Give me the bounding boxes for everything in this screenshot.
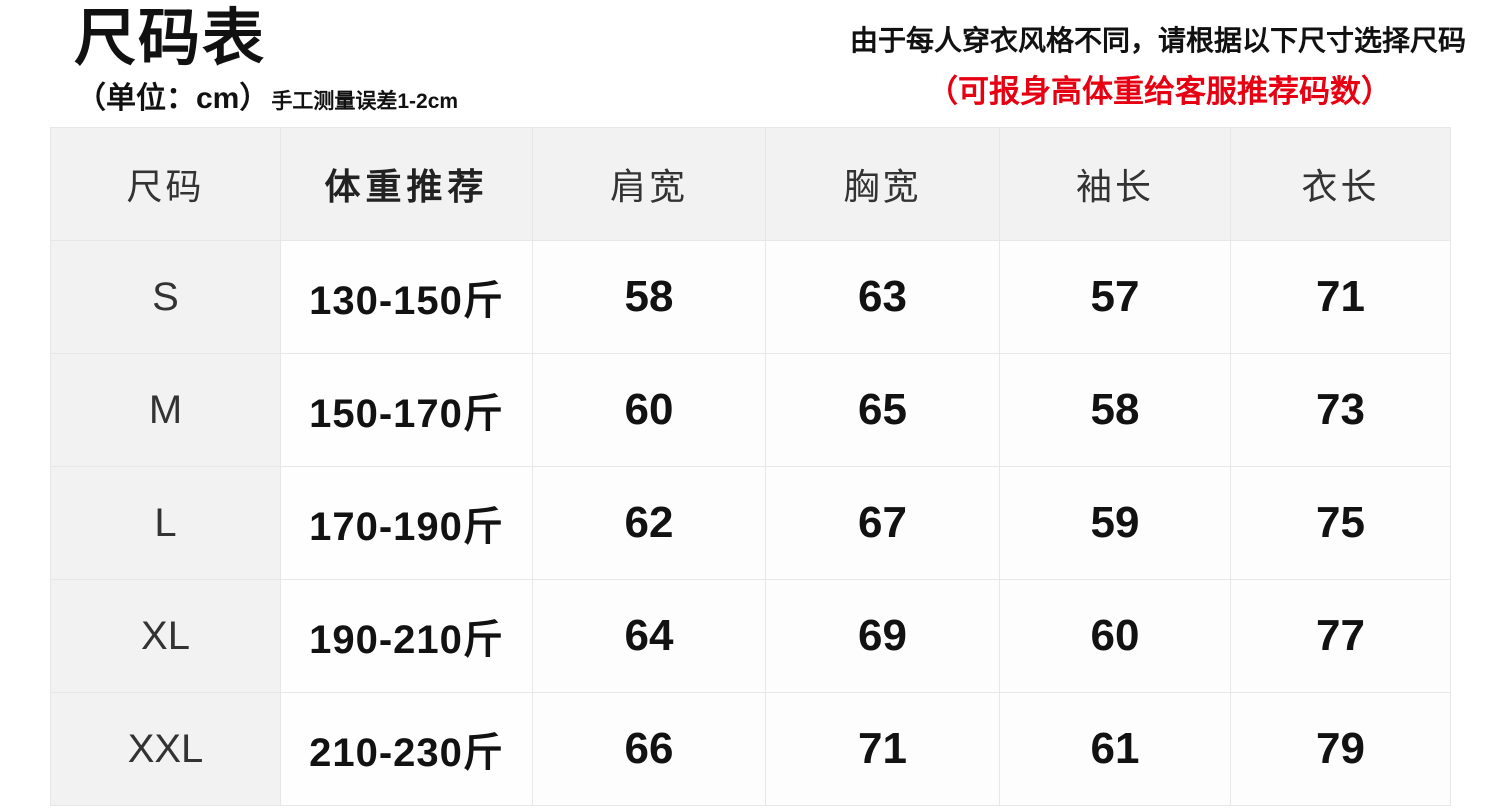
- column-header-sleeve: 袖长: [999, 127, 1231, 241]
- chest-value: 63: [765, 240, 1000, 354]
- table-row-xxl: XXL 210-230斤 66 71 61 79: [50, 692, 1451, 806]
- sleeve-value: 61: [999, 692, 1231, 806]
- length-value: 75: [1230, 466, 1451, 580]
- chest-value: 71: [765, 692, 1000, 806]
- size-label: XL: [50, 579, 281, 693]
- sleeve-value: 57: [999, 240, 1231, 354]
- sleeve-value: 58: [999, 353, 1231, 467]
- shoulder-value: 62: [532, 466, 766, 580]
- table-row-s: S 130-150斤 58 63 57 71: [50, 240, 1451, 354]
- chest-value: 65: [765, 353, 1000, 467]
- length-value: 71: [1230, 240, 1451, 354]
- page-title: 尺码表: [74, 4, 267, 73]
- table-row-l: L 170-190斤 62 67 59 75: [50, 466, 1451, 580]
- size-label: M: [50, 353, 281, 467]
- chest-value: 67: [765, 466, 1000, 580]
- weight-range: 130-150斤: [280, 240, 533, 354]
- sleeve-value: 59: [999, 466, 1231, 580]
- subtitle: （单位：cm）手工测量误差1-2cm: [76, 84, 458, 114]
- column-header-length: 衣长: [1230, 127, 1451, 241]
- size-label: S: [50, 240, 281, 354]
- size-label: L: [50, 466, 281, 580]
- shoulder-value: 58: [532, 240, 766, 354]
- length-value: 73: [1230, 353, 1451, 467]
- shoulder-value: 64: [532, 579, 766, 693]
- length-value: 79: [1230, 692, 1451, 806]
- column-header-weight: 体重推荐: [280, 127, 533, 241]
- table-row-xl: XL 190-210斤 64 69 60 77: [50, 579, 1451, 693]
- size-table: 尺码 体重推荐 肩宽 胸宽 袖长 衣长 S 130-150斤 58 63 57 …: [50, 127, 1451, 806]
- column-header-size: 尺码: [50, 127, 281, 241]
- size-label: XXL: [50, 692, 281, 806]
- service-recommend-note: （可报身高体重给客服推荐码数）: [927, 74, 1392, 109]
- header-row: 尺码 体重推荐 肩宽 胸宽 袖长 衣长: [50, 127, 1451, 241]
- weight-range: 150-170斤: [280, 353, 533, 467]
- fit-notice-text: 由于每人穿衣风格不同，请根据以下尺寸选择尺码: [849, 25, 1466, 56]
- table-row-m: M 150-170斤 60 65 58 73: [50, 353, 1451, 467]
- weight-range: 190-210斤: [280, 579, 533, 693]
- weight-range: 210-230斤: [280, 692, 533, 806]
- shoulder-value: 66: [532, 692, 766, 806]
- sleeve-value: 60: [999, 579, 1231, 693]
- column-header-shoulder: 肩宽: [532, 127, 766, 241]
- unit-label: （单位：cm）: [76, 82, 270, 115]
- chest-value: 69: [765, 579, 1000, 693]
- column-header-chest: 胸宽: [765, 127, 1000, 241]
- shoulder-value: 60: [532, 353, 766, 467]
- measurement-tolerance-note: 手工测量误差1-2cm: [271, 90, 459, 113]
- length-value: 77: [1230, 579, 1451, 693]
- weight-range: 170-190斤: [280, 466, 533, 580]
